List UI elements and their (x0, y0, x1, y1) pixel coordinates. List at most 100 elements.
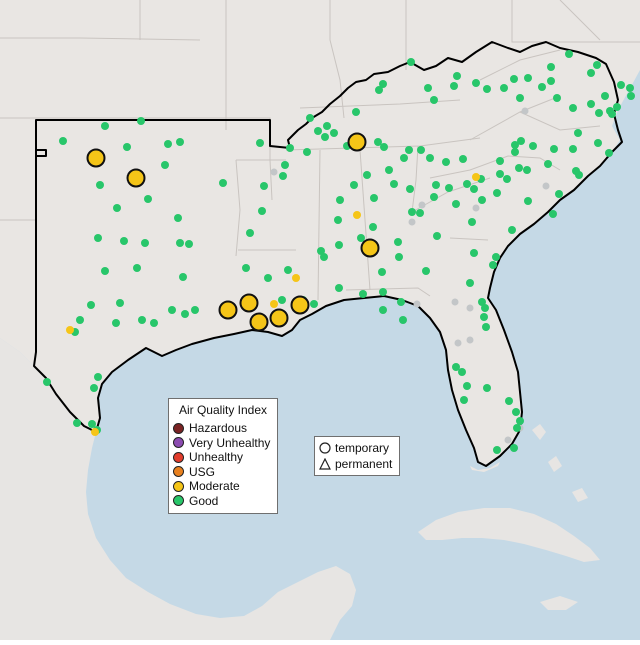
monitor-moderate-large[interactable] (218, 300, 238, 320)
monitor-good[interactable] (87, 301, 95, 309)
monitor-good[interactable] (505, 397, 513, 405)
monitor-good[interactable] (426, 154, 434, 162)
monitor-good[interactable] (336, 196, 344, 204)
monitor-good[interactable] (350, 181, 358, 189)
monitor-good[interactable] (303, 148, 311, 156)
monitor-good[interactable] (496, 170, 504, 178)
monitor-good[interactable] (94, 373, 102, 381)
monitor-good[interactable] (335, 284, 343, 292)
monitor-good[interactable] (370, 194, 378, 202)
monitor-moderate[interactable] (292, 274, 300, 282)
monitor-good[interactable] (493, 446, 501, 454)
monitor-good[interactable] (601, 92, 609, 100)
monitor-good[interactable] (450, 82, 458, 90)
monitor-no-data[interactable] (466, 304, 474, 312)
monitor-good[interactable] (314, 127, 322, 135)
monitor-good[interactable] (466, 279, 474, 287)
monitor-good[interactable] (405, 146, 413, 154)
monitor-good[interactable] (352, 108, 360, 116)
monitor-good[interactable] (219, 179, 227, 187)
monitor-good[interactable] (278, 296, 286, 304)
monitor-good[interactable] (179, 273, 187, 281)
monitor-good[interactable] (335, 241, 343, 249)
monitor-good[interactable] (176, 239, 184, 247)
monitor-good[interactable] (59, 137, 67, 145)
monitor-moderate-large[interactable] (239, 293, 259, 313)
monitor-good[interactable] (174, 214, 182, 222)
monitor-good[interactable] (442, 158, 450, 166)
monitor-good[interactable] (242, 264, 250, 272)
monitor-no-data[interactable] (413, 300, 421, 308)
monitor-good[interactable] (587, 100, 595, 108)
monitor-moderate[interactable] (91, 428, 99, 436)
monitor-good[interactable] (496, 157, 504, 165)
monitor-good[interactable] (478, 196, 486, 204)
monitor-good[interactable] (503, 175, 511, 183)
monitor-good[interactable] (433, 232, 441, 240)
monitor-good[interactable] (460, 396, 468, 404)
monitor-good[interactable] (320, 253, 328, 261)
monitor-no-data[interactable] (472, 204, 480, 212)
monitor-good[interactable] (483, 85, 491, 93)
monitor-good[interactable] (510, 75, 518, 83)
monitor-good[interactable] (430, 96, 438, 104)
monitor-good[interactable] (574, 129, 582, 137)
monitor-good[interactable] (133, 264, 141, 272)
monitor-good[interactable] (478, 298, 486, 306)
monitor-good[interactable] (120, 237, 128, 245)
monitor-good[interactable] (516, 417, 524, 425)
monitor-good[interactable] (617, 81, 625, 89)
monitor-good[interactable] (164, 140, 172, 148)
monitor-moderate[interactable] (472, 173, 480, 181)
monitor-good[interactable] (524, 74, 532, 82)
monitor-good[interactable] (94, 234, 102, 242)
monitor-good[interactable] (379, 306, 387, 314)
monitor-good[interactable] (379, 288, 387, 296)
monitor-good[interactable] (378, 268, 386, 276)
monitor-good[interactable] (161, 161, 169, 169)
monitor-no-data[interactable] (418, 201, 426, 209)
monitor-good[interactable] (281, 161, 289, 169)
monitor-good[interactable] (538, 83, 546, 91)
monitor-good[interactable] (595, 109, 603, 117)
monitor-good[interactable] (517, 137, 525, 145)
monitor-good[interactable] (549, 210, 557, 218)
monitor-no-data[interactable] (454, 339, 462, 347)
monitor-good[interactable] (334, 216, 342, 224)
monitor-good[interactable] (452, 363, 460, 371)
monitor-good[interactable] (375, 86, 383, 94)
monitor-good[interactable] (176, 138, 184, 146)
monitor-good[interactable] (363, 171, 371, 179)
monitor-good[interactable] (399, 316, 407, 324)
monitor-good[interactable] (144, 195, 152, 203)
monitor-good[interactable] (510, 444, 518, 452)
monitor-good[interactable] (422, 267, 430, 275)
monitor-good[interactable] (468, 218, 476, 226)
monitor-good[interactable] (185, 240, 193, 248)
monitor-good[interactable] (310, 300, 318, 308)
monitor-good[interactable] (511, 148, 519, 156)
monitor-good[interactable] (101, 122, 109, 130)
monitor-no-data[interactable] (521, 107, 529, 115)
monitor-good[interactable] (608, 110, 616, 118)
monitor-good[interactable] (359, 290, 367, 298)
monitor-good[interactable] (500, 84, 508, 92)
monitor-good[interactable] (168, 306, 176, 314)
monitor-good[interactable] (593, 61, 601, 69)
monitor-moderate-large[interactable] (86, 148, 106, 168)
monitor-good[interactable] (523, 166, 531, 174)
monitor-good[interactable] (90, 384, 98, 392)
monitor-good[interactable] (258, 207, 266, 215)
monitor-good[interactable] (492, 253, 500, 261)
monitor-good[interactable] (96, 181, 104, 189)
monitor-good[interactable] (416, 209, 424, 217)
monitor-good[interactable] (472, 79, 480, 87)
monitor-good[interactable] (379, 80, 387, 88)
monitor-good[interactable] (459, 155, 467, 163)
monitor-good[interactable] (547, 63, 555, 71)
monitor-good[interactable] (286, 144, 294, 152)
monitor-good[interactable] (246, 229, 254, 237)
monitor-moderate-large[interactable] (126, 168, 146, 188)
monitor-good[interactable] (445, 184, 453, 192)
